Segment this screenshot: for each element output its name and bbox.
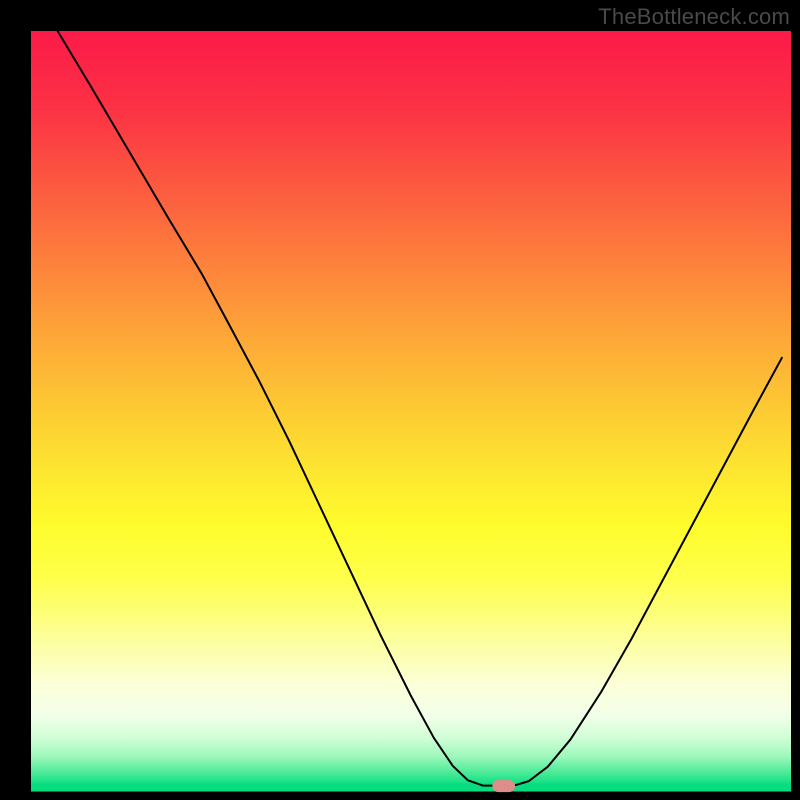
bottleneck-chart <box>0 0 800 800</box>
plot-gradient-background <box>31 31 791 791</box>
optimal-marker <box>492 780 515 792</box>
chart-frame: TheBottleneck.com <box>0 0 800 800</box>
bottom-strip <box>31 783 791 791</box>
watermark-text: TheBottleneck.com <box>598 4 790 30</box>
